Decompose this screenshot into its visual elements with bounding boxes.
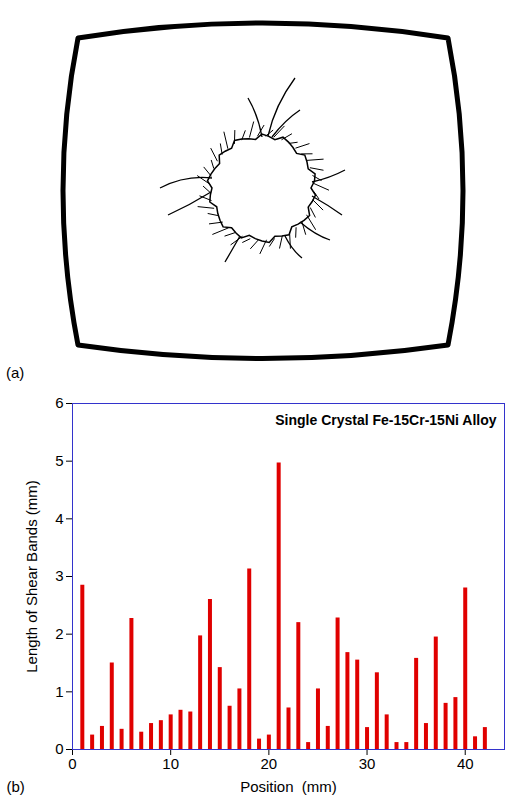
svg-text:Length of Shear Bands (mm): Length of Shear Bands (mm) bbox=[23, 480, 40, 673]
svg-text:30: 30 bbox=[359, 755, 376, 772]
svg-text:3: 3 bbox=[55, 567, 63, 584]
svg-text:0: 0 bbox=[55, 740, 63, 757]
svg-text:6: 6 bbox=[55, 394, 63, 411]
svg-text:(a): (a) bbox=[6, 364, 24, 381]
svg-text:0: 0 bbox=[68, 755, 76, 772]
svg-text:10: 10 bbox=[162, 755, 179, 772]
svg-text:2: 2 bbox=[55, 625, 63, 642]
svg-text:20: 20 bbox=[261, 755, 278, 772]
svg-text:1: 1 bbox=[55, 683, 63, 700]
svg-text:Single Crystal Fe-15Cr-15Ni Al: Single Crystal Fe-15Cr-15Ni Alloy bbox=[275, 412, 496, 428]
svg-text:40: 40 bbox=[457, 755, 474, 772]
svg-text:4: 4 bbox=[55, 510, 63, 527]
svg-text:5: 5 bbox=[55, 452, 63, 469]
svg-text:(b): (b) bbox=[7, 778, 25, 795]
svg-text:Position (mm): Position (mm) bbox=[240, 778, 337, 795]
